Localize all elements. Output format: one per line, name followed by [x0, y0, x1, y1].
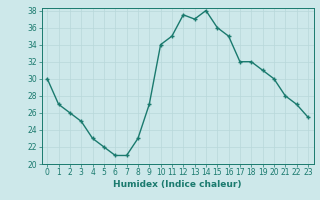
X-axis label: Humidex (Indice chaleur): Humidex (Indice chaleur) [113, 180, 242, 189]
